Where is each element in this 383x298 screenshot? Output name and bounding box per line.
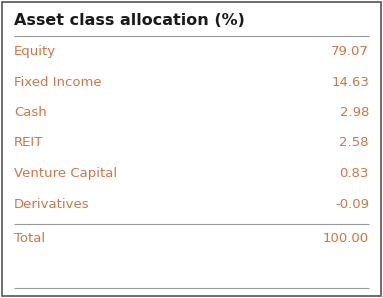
Text: REIT: REIT [14, 136, 43, 150]
Text: 100.00: 100.00 [323, 232, 369, 245]
Text: 14.63: 14.63 [331, 75, 369, 89]
Text: 0.83: 0.83 [340, 167, 369, 180]
Text: 79.07: 79.07 [331, 45, 369, 58]
Text: Fixed Income: Fixed Income [14, 75, 101, 89]
Text: 2.58: 2.58 [339, 136, 369, 150]
Text: Asset class allocation (%): Asset class allocation (%) [14, 13, 245, 28]
Text: Cash: Cash [14, 106, 47, 119]
Text: Venture Capital: Venture Capital [14, 167, 117, 180]
Text: -0.09: -0.09 [335, 198, 369, 210]
Text: Derivatives: Derivatives [14, 198, 90, 210]
Text: Total: Total [14, 232, 45, 245]
Text: Equity: Equity [14, 45, 56, 58]
Text: 2.98: 2.98 [340, 106, 369, 119]
